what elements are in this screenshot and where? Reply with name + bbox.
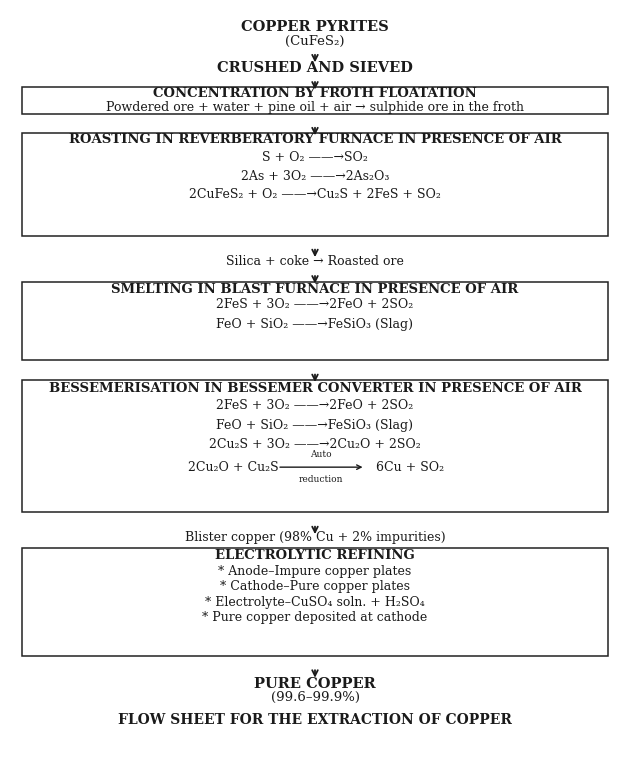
Text: FeO + SiO₂ ——→FeSiO₃ (Slag): FeO + SiO₂ ——→FeSiO₃ (Slag) bbox=[217, 419, 413, 431]
Text: (99.6–99.9%): (99.6–99.9%) bbox=[270, 691, 360, 704]
Text: 2FeS + 3O₂ ——→2FeO + 2SO₂: 2FeS + 3O₂ ——→2FeO + 2SO₂ bbox=[216, 299, 414, 311]
Bar bbox=[22, 548, 608, 656]
Text: * Cathode–Pure copper plates: * Cathode–Pure copper plates bbox=[220, 580, 410, 593]
Text: reduction: reduction bbox=[299, 475, 343, 484]
Text: CONCENTRATION BY FROTH FLOATATION: CONCENTRATION BY FROTH FLOATATION bbox=[153, 87, 477, 99]
Bar bbox=[22, 380, 608, 512]
Text: FeO + SiO₂ ——→FeSiO₃ (Slag): FeO + SiO₂ ——→FeSiO₃ (Slag) bbox=[217, 318, 413, 331]
Bar bbox=[22, 282, 608, 360]
Text: Auto: Auto bbox=[311, 450, 332, 459]
Text: S + O₂ ——→SO₂: S + O₂ ——→SO₂ bbox=[262, 151, 368, 164]
Text: * Pure copper deposited at cathode: * Pure copper deposited at cathode bbox=[202, 611, 428, 624]
Text: (CuFeS₂): (CuFeS₂) bbox=[285, 35, 345, 47]
Text: FLOW SHEET FOR THE EXTRACTION OF COPPER: FLOW SHEET FOR THE EXTRACTION OF COPPER bbox=[118, 713, 512, 727]
Text: Powdered ore + water + pine oil + air → sulphide ore in the froth: Powdered ore + water + pine oil + air → … bbox=[106, 101, 524, 113]
Bar bbox=[22, 87, 608, 114]
Text: 2FeS + 3O₂ ——→2FeO + 2SO₂: 2FeS + 3O₂ ——→2FeO + 2SO₂ bbox=[216, 400, 414, 412]
Text: 6Cu + SO₂: 6Cu + SO₂ bbox=[372, 461, 444, 473]
Text: SMELTING IN BLAST FURNACE IN PRESENCE OF AIR: SMELTING IN BLAST FURNACE IN PRESENCE OF… bbox=[112, 283, 518, 296]
Text: ELECTROLYTIC REFINING: ELECTROLYTIC REFINING bbox=[215, 549, 415, 562]
Bar bbox=[22, 133, 608, 236]
Text: 2CuFeS₂ + O₂ ——→Cu₂S + 2FeS + SO₂: 2CuFeS₂ + O₂ ——→Cu₂S + 2FeS + SO₂ bbox=[189, 189, 441, 201]
Text: CRUSHED AND SIEVED: CRUSHED AND SIEVED bbox=[217, 61, 413, 75]
Text: 2As + 3O₂ ——→2As₂O₃: 2As + 3O₂ ——→2As₂O₃ bbox=[241, 170, 389, 182]
Text: COPPER PYRITES: COPPER PYRITES bbox=[241, 20, 389, 34]
Text: Blister copper (98% Cu + 2% impurities): Blister copper (98% Cu + 2% impurities) bbox=[185, 532, 445, 544]
Text: * Anode–Impure copper plates: * Anode–Impure copper plates bbox=[219, 566, 411, 578]
Text: * Electrolyte–CuSO₄ soln. + H₂SO₄: * Electrolyte–CuSO₄ soln. + H₂SO₄ bbox=[205, 596, 425, 608]
Text: BESSEMERISATION IN BESSEMER CONVERTER IN PRESENCE OF AIR: BESSEMERISATION IN BESSEMER CONVERTER IN… bbox=[49, 382, 581, 394]
Text: PURE COPPER: PURE COPPER bbox=[254, 677, 376, 691]
Text: Silica + coke → Roasted ore: Silica + coke → Roasted ore bbox=[226, 255, 404, 268]
Text: ROASTING IN REVERBERATORY FURNACE IN PRESENCE OF AIR: ROASTING IN REVERBERATORY FURNACE IN PRE… bbox=[69, 133, 561, 146]
Text: 2Cu₂O + Cu₂S: 2Cu₂O + Cu₂S bbox=[188, 461, 278, 473]
Text: 2Cu₂S + 3O₂ ——→2Cu₂O + 2SO₂: 2Cu₂S + 3O₂ ——→2Cu₂O + 2SO₂ bbox=[209, 438, 421, 451]
